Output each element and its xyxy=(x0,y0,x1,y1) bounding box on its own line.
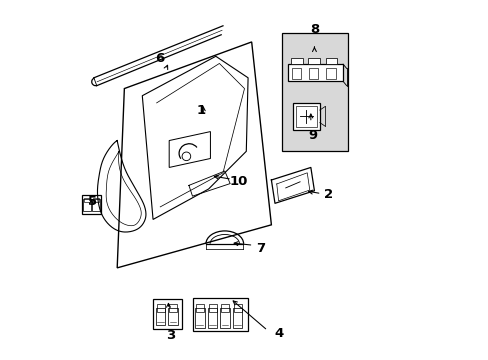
Text: 10: 10 xyxy=(229,175,248,188)
Bar xyxy=(308,68,318,79)
Bar xyxy=(83,199,90,211)
Text: 6: 6 xyxy=(155,51,164,64)
Text: 1: 1 xyxy=(197,104,205,117)
Bar xyxy=(207,308,217,328)
Text: 2: 2 xyxy=(324,188,333,201)
Bar xyxy=(291,68,301,79)
Bar xyxy=(290,58,302,64)
Bar xyxy=(195,308,204,328)
Bar xyxy=(81,195,101,214)
Bar xyxy=(325,68,335,79)
Text: 4: 4 xyxy=(273,327,283,339)
Bar xyxy=(168,308,178,325)
Bar xyxy=(192,298,247,331)
Bar xyxy=(221,305,228,312)
Bar xyxy=(93,198,99,202)
Bar xyxy=(92,199,100,211)
Bar xyxy=(325,58,336,64)
Bar xyxy=(308,58,319,64)
Bar xyxy=(292,103,319,130)
Bar xyxy=(208,305,216,312)
Bar xyxy=(169,305,177,312)
Text: 7: 7 xyxy=(256,242,264,255)
Bar xyxy=(295,106,316,127)
Text: 5: 5 xyxy=(87,195,97,208)
Bar xyxy=(156,305,164,312)
Text: 9: 9 xyxy=(307,129,317,142)
Bar xyxy=(156,308,165,325)
Bar xyxy=(220,308,229,328)
Text: 8: 8 xyxy=(309,23,318,36)
Bar xyxy=(153,300,182,329)
Bar xyxy=(233,305,241,312)
Bar xyxy=(196,305,203,312)
Text: 3: 3 xyxy=(166,329,175,342)
Bar xyxy=(282,33,348,151)
Bar xyxy=(233,308,242,328)
Bar xyxy=(287,64,343,81)
Bar xyxy=(84,198,90,202)
